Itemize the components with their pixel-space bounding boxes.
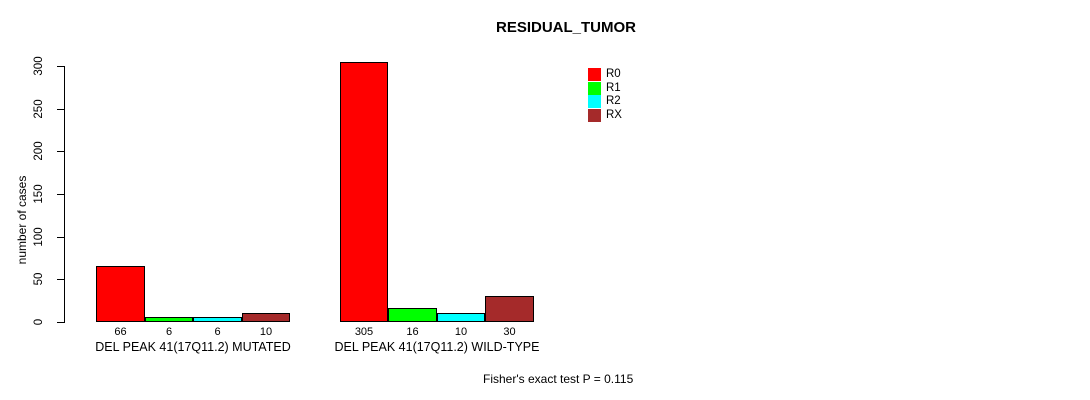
bar-value-label: 66: [114, 326, 127, 338]
bar-r1-group2: [388, 308, 437, 322]
y-axis-tick-label: 0: [33, 318, 45, 326]
bar-value-label: 305: [354, 326, 374, 338]
legend-label: R2: [606, 95, 621, 107]
chart-title: RESIDUAL_TUMOR: [495, 19, 637, 36]
legend-swatch-r0: [588, 68, 601, 81]
y-axis-tick: [57, 194, 64, 195]
legend-swatch-r1: [588, 82, 601, 95]
x-axis-group-label: DEL PEAK 41(17Q11.2) WILD-TYPE: [334, 340, 540, 354]
bar-r0-group2: [340, 62, 388, 322]
bar-value-label: 30: [503, 326, 516, 338]
bar-rx-group1: [242, 313, 290, 322]
legend-label: R1: [606, 82, 621, 94]
y-axis-tick-label: 150: [33, 184, 45, 204]
legend-label: R0: [606, 68, 621, 80]
x-axis-group-label: DEL PEAK 41(17Q11.2) MUTATED: [95, 340, 291, 354]
y-axis-tick-label: 50: [33, 272, 45, 286]
y-axis-tick: [57, 151, 64, 152]
y-axis-tick-label: 100: [33, 227, 45, 247]
bar-r2-group1: [193, 317, 242, 322]
bar-r1-group1: [145, 317, 193, 322]
legend-item-rx: RX: [588, 109, 622, 122]
bar-value-label: 6: [165, 326, 173, 338]
y-axis-tick-label: 250: [33, 99, 45, 119]
y-axis-tick: [57, 237, 64, 238]
bar-rx-group2: [485, 296, 534, 322]
legend-swatch-rx: [588, 109, 601, 122]
legend-item-r2: R2: [588, 95, 621, 108]
y-axis-tick: [57, 109, 64, 110]
y-axis-tick: [57, 322, 64, 323]
bar-value-label: 16: [406, 326, 419, 338]
legend-label: RX: [606, 109, 622, 121]
bar-r2-group2: [437, 313, 485, 322]
legend-item-r0: R0: [588, 68, 621, 81]
bar-value-label: 10: [454, 326, 468, 338]
y-axis-tick-label: 300: [33, 56, 45, 76]
y-axis-tick: [57, 66, 64, 67]
y-axis-line: [64, 66, 65, 323]
y-axis-tick: [57, 279, 64, 280]
y-axis-tick-label: 200: [33, 141, 45, 161]
annotation-text: Fisher's exact test P = 0.115: [483, 372, 634, 386]
bar-r0-group1: [96, 266, 145, 322]
legend-swatch-r2: [588, 95, 601, 108]
legend-item-r1: R1: [588, 82, 621, 95]
bar-value-label: 10: [259, 326, 273, 338]
y-axis-label: number of cases: [15, 175, 29, 265]
bar-value-label: 6: [214, 326, 221, 338]
